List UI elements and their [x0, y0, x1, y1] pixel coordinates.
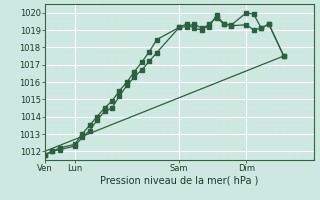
X-axis label: Pression niveau de la mer( hPa ): Pression niveau de la mer( hPa ) [100, 176, 258, 186]
